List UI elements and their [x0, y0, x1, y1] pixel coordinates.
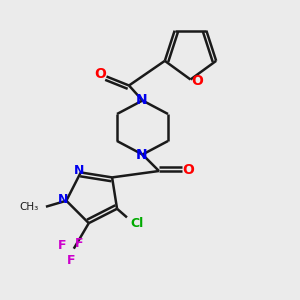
Text: N: N [74, 164, 84, 177]
Text: O: O [191, 74, 203, 88]
Text: F: F [75, 237, 83, 250]
Text: CH₃: CH₃ [19, 202, 38, 212]
Text: N: N [136, 93, 148, 106]
Text: O: O [182, 163, 194, 177]
Text: O: O [94, 67, 106, 80]
Text: N: N [58, 193, 68, 206]
Text: F: F [67, 254, 75, 267]
Text: F: F [58, 239, 67, 252]
Text: Cl: Cl [130, 217, 143, 230]
Text: N: N [136, 148, 148, 162]
